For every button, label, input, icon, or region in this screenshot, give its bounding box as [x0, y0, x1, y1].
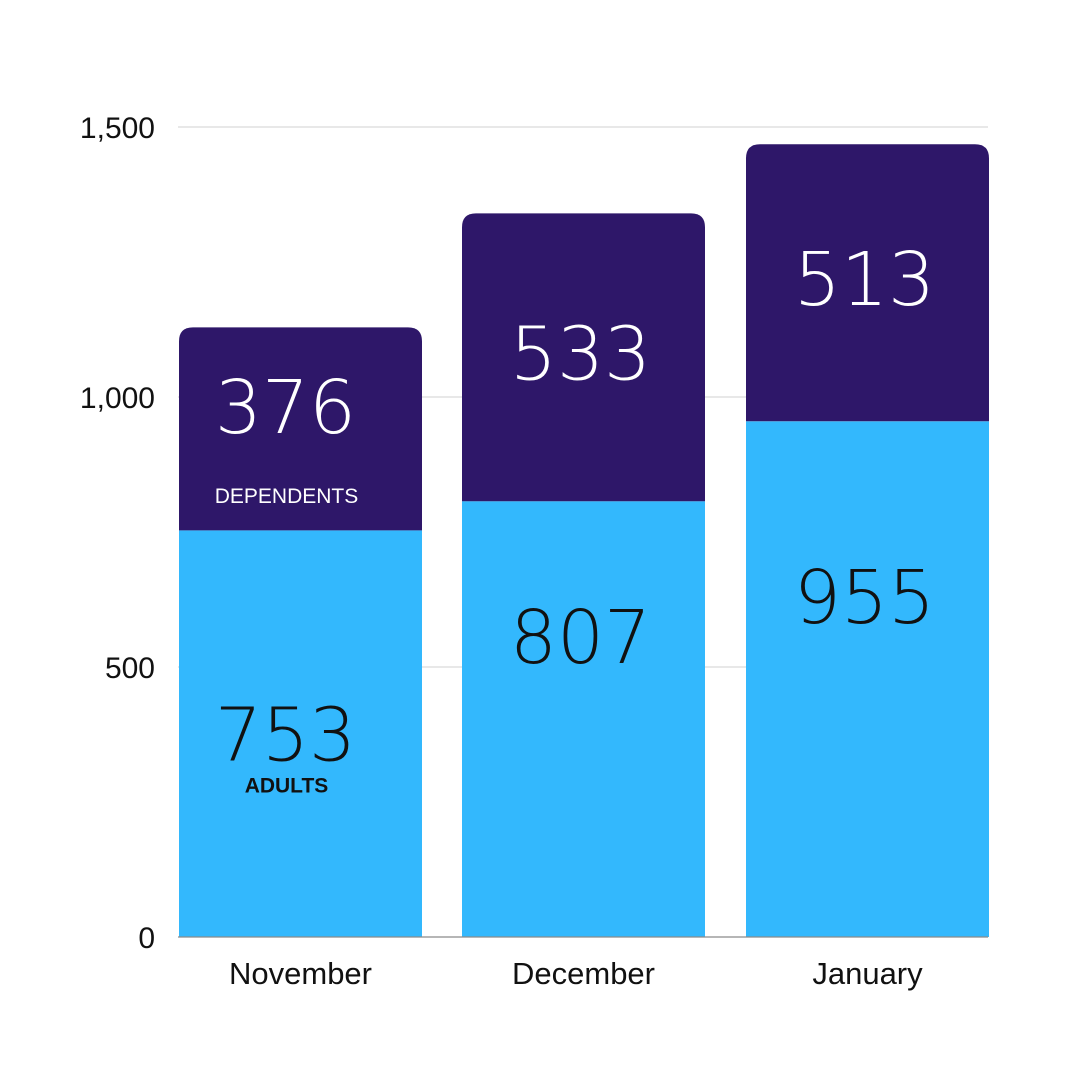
- bar-dependents-december: [462, 213, 705, 502]
- x-category-label: November: [229, 956, 372, 991]
- y-tick-label: 500: [105, 652, 155, 685]
- bars: [179, 144, 989, 937]
- bar-adults-january: [746, 421, 989, 937]
- series-label-dependents: DEPENDENTS: [215, 485, 359, 508]
- y-tick-label: 1,000: [80, 382, 155, 415]
- y-tick-label: 0: [138, 922, 155, 955]
- bar-dependents-january: [746, 144, 989, 422]
- bar-adults-november: [179, 530, 422, 937]
- value-label-dependents: 533: [510, 311, 651, 397]
- bar-adults-december: [462, 501, 705, 937]
- value-label-adults: 807: [510, 595, 651, 681]
- x-category-label: January: [812, 956, 923, 991]
- axes: 0 500 1,000 1,500 November December January: [80, 112, 988, 991]
- labels: 376 753 DEPENDENTS ADULTS 533 807 513 955: [215, 237, 935, 798]
- y-tick-label: 1,500: [80, 112, 155, 145]
- value-label-adults: 753: [215, 693, 356, 779]
- value-label-dependents: 376: [215, 365, 356, 451]
- value-label-dependents: 513: [794, 237, 935, 323]
- bar-dependents-november: [179, 327, 422, 531]
- series-label-adults: ADULTS: [245, 775, 329, 798]
- x-category-label: December: [512, 956, 655, 991]
- value-label-adults: 955: [794, 555, 935, 641]
